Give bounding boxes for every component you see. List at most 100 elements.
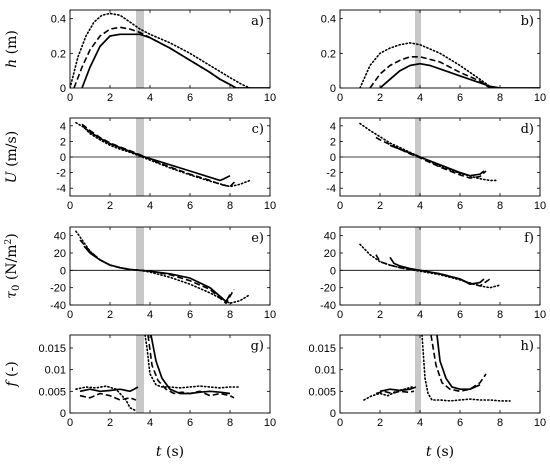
panel-label: g)	[251, 339, 264, 354]
y-tick-label: 0	[330, 152, 336, 164]
y-tick-label: 0	[60, 83, 66, 95]
plot-frame	[339, 226, 541, 306]
series-line-solid	[389, 144, 485, 177]
y-axis-label-unit: (N/m	[4, 244, 20, 284]
x-tick-label: 8	[497, 309, 503, 321]
y-axis-label-symbol: τ	[4, 291, 20, 299]
x-tick-label: 10	[264, 417, 276, 429]
x-tick-label: 0	[67, 200, 73, 212]
y-tick-label: 0.2	[321, 48, 336, 60]
x-tick-label: 6	[457, 200, 463, 212]
y-tick-label: -2	[56, 168, 66, 180]
x-tick-label: 0	[67, 92, 73, 104]
y-tick-label: 0.2	[51, 48, 66, 60]
series-line-dotted	[359, 243, 501, 289]
y-tick-label: -4	[326, 183, 336, 195]
series-line-dashed	[375, 390, 415, 395]
series-line-solid	[150, 335, 231, 395]
panel-a: 0 2 4 6 8 10 0 0.2 0.4 a)	[51, 9, 276, 104]
shaded-band	[136, 10, 144, 88]
x-tick-label: 10	[264, 200, 276, 212]
series-line-dashed	[147, 335, 235, 399]
x-tick-label: 10	[534, 309, 546, 321]
x-tick-label: 6	[187, 417, 193, 429]
x-tick-label: 4	[417, 417, 423, 429]
series-line-dotted	[75, 121, 251, 188]
x-axis-label: t (s)	[426, 444, 454, 460]
y-tick-label: 20	[54, 248, 66, 260]
y-axis-label-unit: (-)	[4, 361, 20, 381]
series-line-dashed	[430, 335, 487, 393]
series-line-dashed	[369, 55, 491, 88]
x-tick-label: 4	[417, 309, 423, 321]
y-tick-label: 4	[330, 121, 336, 133]
x-tick-label: 2	[107, 417, 113, 429]
x-tick-label: 8	[497, 200, 503, 212]
plot-frame	[69, 9, 271, 89]
x-tick-label: 0	[337, 309, 343, 321]
panel-b: 0 2 4 6 8 10 0 0.2 0.4 b)	[321, 9, 546, 104]
y-tick-label: -40	[320, 300, 336, 312]
x-tick-label: 10	[534, 417, 546, 429]
x-tick-label: 2	[377, 200, 383, 212]
series-line-dashed	[375, 254, 491, 287]
x-tick-label: 0	[337, 417, 343, 429]
panel-label: e)	[251, 231, 264, 246]
y-axis-label-symbol: U	[4, 170, 20, 183]
y-tick-label: 20	[324, 248, 336, 260]
y-axis-label-symbol: f	[4, 379, 20, 388]
series-line-solid	[379, 62, 540, 88]
shaded-band	[415, 227, 421, 305]
x-tick-label: 8	[497, 417, 503, 429]
y-axis-label-symbol: h	[4, 59, 20, 68]
y-tick-label: 0.4	[321, 14, 336, 26]
x-tick-label: 10	[264, 92, 276, 104]
series-line-solid	[83, 126, 231, 182]
series-line-dashed	[375, 136, 487, 179]
y-tick-label: 0.015	[308, 343, 336, 355]
x-axis-label-unit: (s)	[162, 444, 185, 460]
x-tick-label: 8	[227, 92, 233, 104]
series-line-dotted	[421, 335, 511, 402]
panel-label: c)	[252, 122, 264, 137]
x-tick-label: 2	[107, 309, 113, 321]
y-tick-label: 0.01	[315, 365, 336, 377]
x-tick-label: 6	[187, 92, 193, 104]
y-tick-label: 0	[60, 408, 66, 420]
y-tick-label: 0	[330, 265, 336, 277]
x-tick-label: 4	[417, 200, 423, 212]
plot-frame	[339, 9, 541, 89]
y-axis-label: τ0 (N/m2)	[4, 233, 22, 298]
series-line-dotted	[75, 230, 251, 305]
y-axis-label-subscript: 0	[11, 285, 22, 291]
y-axis-label-unit: (m)	[4, 30, 20, 59]
x-tick-label: 2	[377, 309, 383, 321]
x-tick-label: 4	[147, 200, 153, 212]
y-tick-label: -2	[326, 168, 336, 180]
y-tick-label: -40	[50, 300, 66, 312]
x-tick-label: 10	[534, 92, 546, 104]
series-line-dotted	[75, 385, 137, 412]
x-tick-label: 10	[534, 200, 546, 212]
panel-h: 0 2 4 6 8 10 0 0.005 0.01 0.015 h)	[308, 334, 546, 429]
y-tick-label: 0	[60, 152, 66, 164]
shaded-band	[136, 227, 144, 305]
x-tick-label: 4	[147, 92, 153, 104]
plot-frame	[339, 334, 541, 414]
y-tick-label: -4	[56, 183, 66, 195]
panel-e: 0 2 4 6 8 10 -40 -20 0 20 40 e)	[50, 226, 276, 321]
x-tick-label: 2	[107, 200, 113, 212]
y-tick-label: 40	[54, 231, 66, 243]
x-tick-label: 0	[67, 309, 73, 321]
x-tick-label: 6	[457, 417, 463, 429]
series-line-solid	[79, 386, 139, 393]
series-line-dotted	[363, 386, 413, 401]
panel-d: 0 2 4 6 8 10 -4 -2 0 2 4 d)	[326, 117, 546, 212]
shaded-band	[415, 10, 421, 88]
series-line-dotted	[359, 122, 499, 182]
series-line-solid	[436, 335, 481, 391]
x-tick-label: 0	[67, 417, 73, 429]
y-tick-label: 0.005	[308, 386, 336, 398]
y-tick-label: 0.4	[51, 14, 66, 26]
